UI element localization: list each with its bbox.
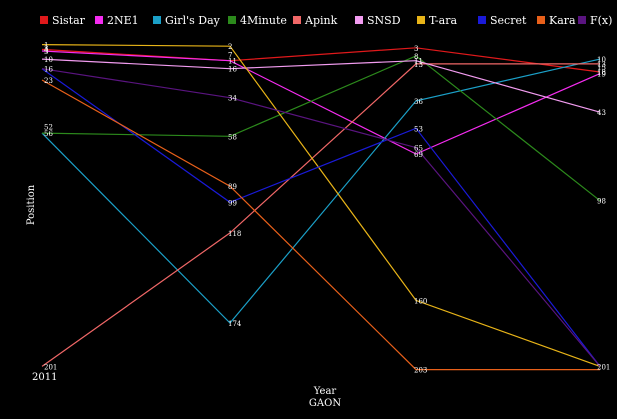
x-tick-label: 2011 — [32, 372, 57, 383]
point-label: 53 — [414, 125, 423, 133]
legend-label: 4Minute — [240, 14, 287, 27]
legend-swatch — [478, 16, 486, 24]
legend-swatch — [537, 16, 545, 24]
legend-label: T-ara — [429, 14, 457, 27]
point-label: 16 — [44, 66, 53, 74]
point-label: 69 — [414, 151, 423, 159]
legend-label: Apink — [304, 14, 338, 27]
point-label: 3 — [44, 45, 48, 53]
legend-swatch — [40, 16, 48, 24]
legend-item: SNSD — [355, 14, 401, 27]
point-label: 174 — [228, 320, 242, 328]
point-label: 98 — [597, 198, 606, 206]
point-label: 58 — [228, 133, 237, 141]
series-line — [41, 58, 601, 113]
point-label: 1 — [44, 42, 48, 50]
point-label: 203 — [414, 367, 427, 375]
point-label: 201 — [597, 363, 610, 371]
legend-label: Sistar — [52, 14, 86, 27]
legend-label: Girl's Day — [165, 14, 221, 27]
series-line — [41, 63, 600, 367]
point-label: 99 — [228, 199, 237, 207]
legend-swatch — [417, 16, 425, 24]
point-label: 2 — [228, 43, 232, 51]
point-label: 5 — [44, 48, 48, 56]
legend-label: SNSD — [367, 14, 401, 27]
point-label: 11 — [414, 58, 423, 66]
legend-swatch — [355, 16, 363, 24]
legend-item: Kara — [537, 14, 576, 27]
point-label: 10 — [597, 56, 606, 64]
x-axis-title: Year — [313, 386, 337, 397]
legend-swatch — [153, 16, 161, 24]
point-label: 160 — [414, 297, 427, 305]
legend-item: F(x) — [578, 14, 612, 27]
point-label: 15 — [597, 64, 606, 72]
point-label: 52 — [44, 124, 53, 132]
series-line — [41, 47, 601, 73]
point-label: 13 — [414, 61, 423, 69]
legend-swatch — [228, 16, 236, 24]
point-label: 7 — [228, 51, 232, 59]
point-label: 201 — [44, 363, 57, 371]
legend-item: Girl's Day — [153, 14, 221, 27]
point-label: 13 — [597, 61, 606, 69]
legend-swatch — [95, 16, 103, 24]
legend-item: 2NE1 — [95, 14, 139, 27]
point-label: 65 — [414, 145, 423, 153]
point-label: 16 — [228, 66, 237, 74]
y-axis-title: Position — [26, 184, 37, 225]
series-line — [41, 50, 601, 155]
x-axis-subtitle: GAON — [309, 398, 341, 409]
point-label: 4 — [44, 46, 49, 54]
point-label: 36 — [414, 98, 423, 106]
legend-item: 4Minute — [228, 14, 287, 27]
legend-swatch — [293, 16, 301, 24]
point-label: 34 — [228, 95, 237, 103]
point-label: 43 — [597, 109, 606, 117]
series-line — [41, 79, 600, 371]
series-lines — [41, 44, 601, 371]
legend-label: 2NE1 — [107, 14, 139, 27]
legend-label: F(x) — [590, 14, 612, 27]
point-label: 19 — [597, 71, 606, 79]
series-line — [41, 55, 601, 202]
series-line — [41, 68, 601, 367]
point-label: 18 — [597, 69, 606, 77]
series-line — [41, 58, 601, 324]
legend-label: Kara — [549, 14, 576, 27]
legend-label: Secret — [490, 14, 527, 27]
point-label: 118 — [228, 230, 241, 238]
point-label: 11 — [228, 58, 237, 66]
point-label: 10 — [44, 56, 53, 64]
legend: Sistar 2NE1 Girl's Day 4Minute Apink SNSD T-ar… — [40, 14, 612, 27]
series-line — [41, 68, 601, 367]
legend-item: Apink — [293, 14, 338, 27]
point-label: 3 — [414, 45, 418, 53]
legend-swatch — [578, 16, 586, 24]
series-line — [41, 44, 601, 367]
point-label: 89 — [228, 183, 237, 191]
legend-item: Sistar — [40, 14, 86, 27]
legend-item: Secret — [478, 14, 527, 27]
point-label: 56 — [44, 130, 53, 138]
point-label: 23 — [44, 77, 53, 85]
legend-item: T-ara — [417, 14, 457, 27]
point-label: 8 — [414, 53, 418, 61]
